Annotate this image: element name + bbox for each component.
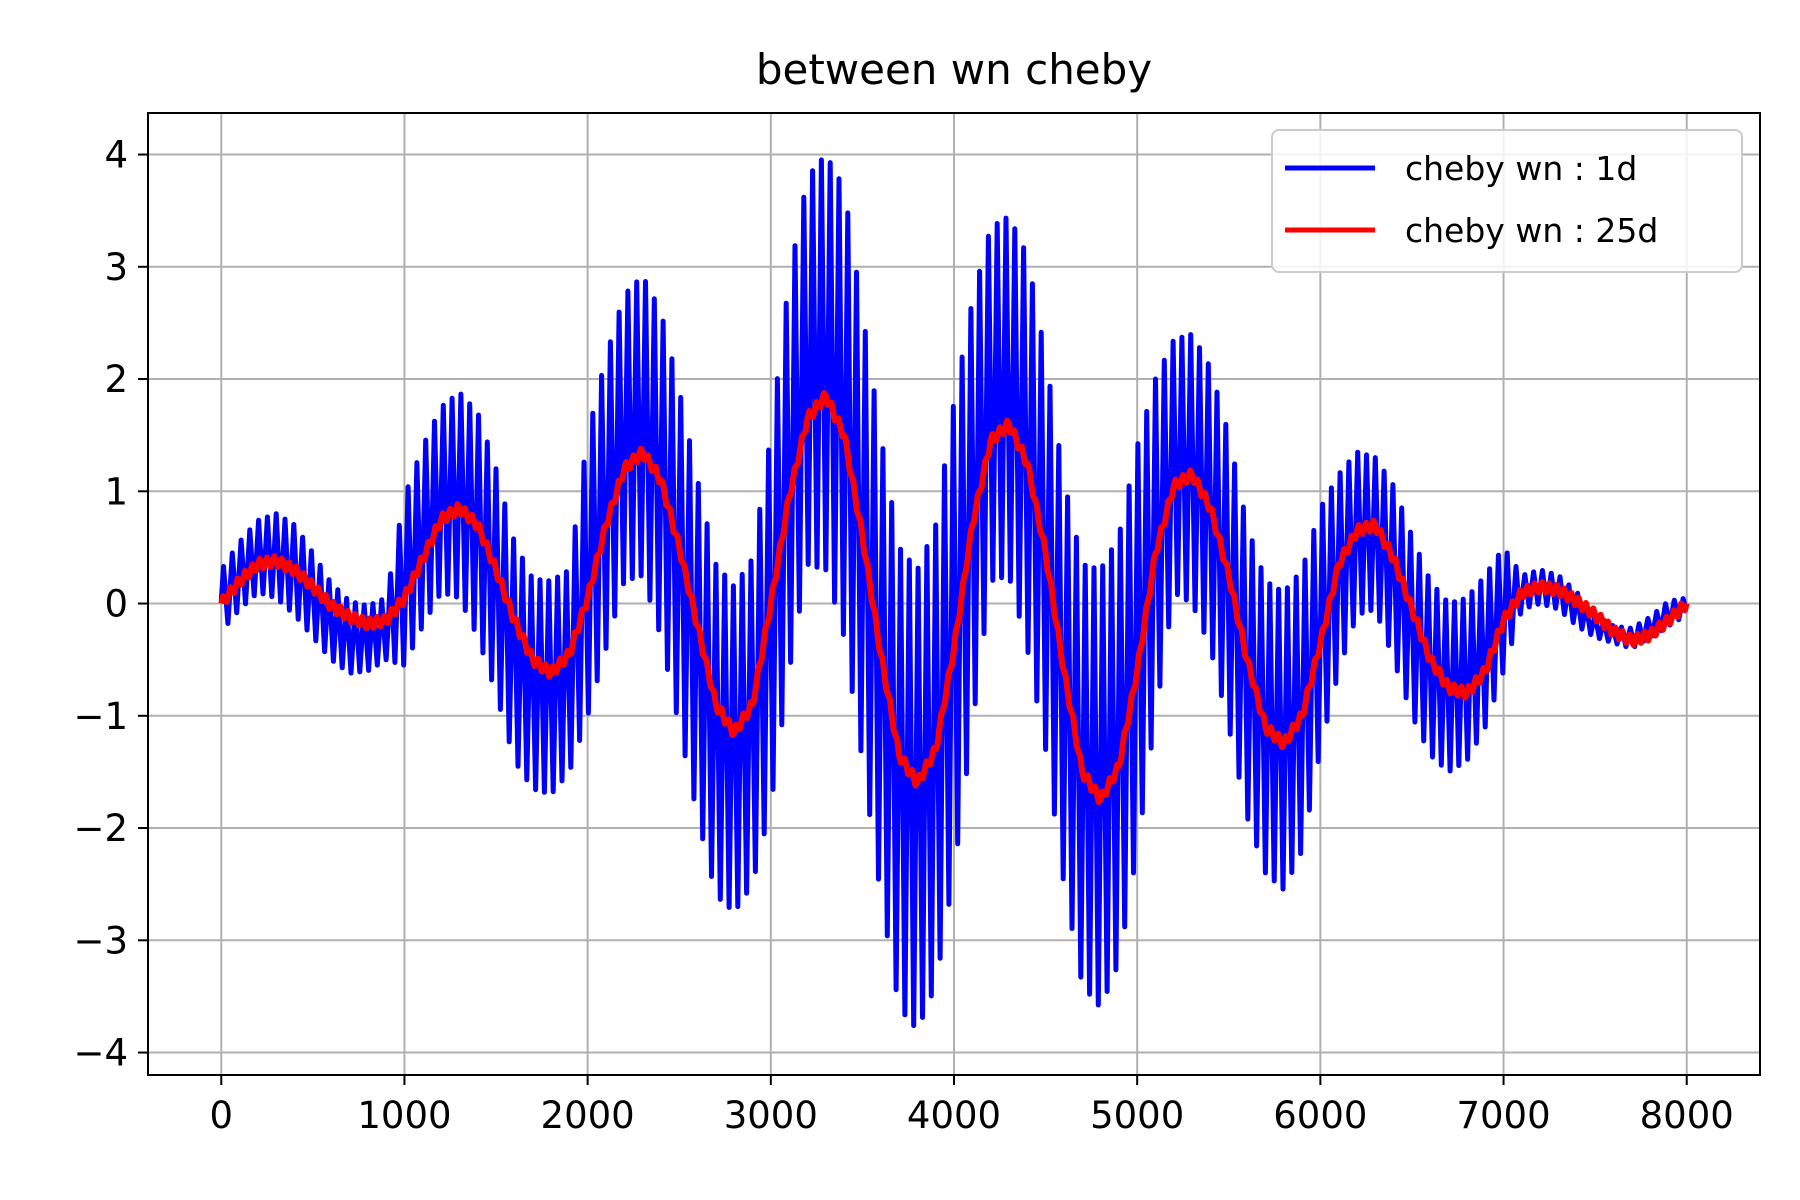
x-tick-label: 1000 (357, 1094, 451, 1137)
x-tick-label: 2000 (541, 1094, 635, 1137)
legend-label-series-1: cheby wn : 1d (1405, 149, 1637, 188)
x-tick-label: 0 (209, 1094, 233, 1137)
series-line-2 (218, 390, 1690, 806)
y-tick-label: −4 (73, 1032, 128, 1075)
legend-box (1271, 129, 1743, 273)
x-axis: 0 1000 2000 3000 4000 5000 6000 7000 8000 (209, 1075, 1734, 1137)
y-tick-label: −3 (73, 919, 128, 962)
y-axis: 4 3 2 1 0 −1 −2 −3 −4 (73, 134, 148, 1075)
x-tick-label: 3000 (724, 1094, 818, 1137)
x-tick-label: 5000 (1090, 1094, 1184, 1137)
y-tick-label: 3 (104, 246, 128, 289)
y-tick-label: 2 (104, 358, 128, 401)
x-tick-label: 4000 (907, 1094, 1001, 1137)
x-tick-label: 6000 (1273, 1094, 1367, 1137)
legend: cheby wn : 1d cheby wn : 25d (1271, 129, 1743, 273)
y-tick-label: 0 (104, 583, 128, 626)
y-tick-label: −1 (73, 695, 128, 738)
series-group (218, 157, 1690, 1029)
legend-label-series-2: cheby wn : 25d (1405, 211, 1658, 250)
x-tick-label: 8000 (1640, 1094, 1734, 1137)
y-tick-label: 1 (104, 470, 128, 513)
series-line-1 (218, 157, 1688, 1029)
x-tick-label: 7000 (1456, 1094, 1550, 1137)
y-tick-label: 4 (104, 134, 128, 177)
y-tick-label: −2 (73, 807, 128, 850)
chart-title: between wn cheby (756, 45, 1152, 94)
